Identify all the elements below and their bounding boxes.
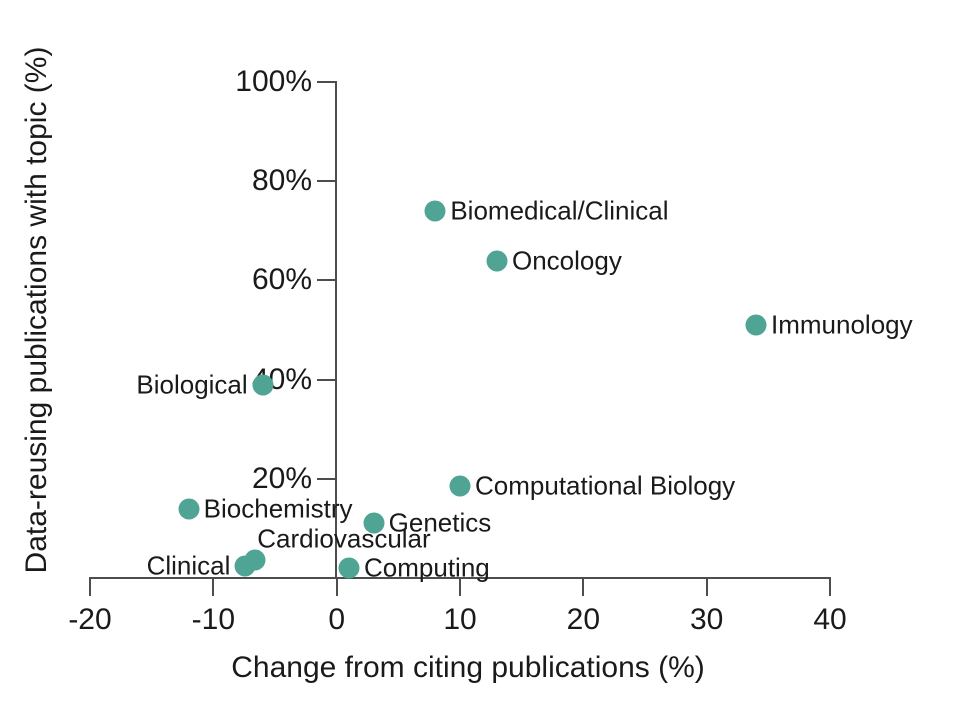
data-point-computational-biology — [449, 475, 471, 497]
point-label-computational-biology: Computational Biology — [475, 470, 736, 501]
y-axis-title: Data-reusing publications with topic (%) — [20, 46, 53, 574]
y-tick — [317, 378, 336, 381]
data-point-computing — [338, 557, 360, 579]
x-tick-label: 40 — [813, 603, 847, 636]
point-label-biological: Biological — [136, 368, 248, 399]
point-label-cardiovascular: Cardiovascular — [257, 523, 431, 554]
x-tick — [212, 578, 215, 596]
y-tick-label: 20% — [251, 461, 312, 495]
y-tick-label: 100% — [235, 65, 312, 98]
y-axis-line — [335, 81, 337, 579]
y-tick-label: 80% — [251, 164, 312, 198]
y-tick — [317, 279, 336, 282]
x-axis-title: Change from citing publications (%) — [231, 651, 705, 684]
y-tick — [317, 477, 336, 480]
x-tick — [829, 578, 831, 596]
y-tick — [317, 180, 336, 183]
x-tick — [582, 578, 585, 596]
x-tick — [459, 578, 461, 596]
y-tick-label: 60% — [251, 263, 312, 297]
data-point-biological — [252, 374, 274, 396]
point-label-immunology: Immunology — [771, 309, 913, 340]
y-tick — [317, 81, 336, 83]
point-label-biochemistry: Biochemistry — [203, 492, 353, 523]
x-tick — [89, 578, 91, 596]
x-tick-label: 30 — [689, 603, 724, 636]
data-point-genetics — [363, 512, 385, 534]
point-label-biomedical-clinical: Biomedical/Clinical — [450, 195, 669, 226]
x-tick-label: 10 — [443, 603, 477, 636]
x-tick-label: -10 — [191, 603, 236, 636]
point-label-clinical: Clinical — [146, 549, 231, 580]
x-tick-label: 0 — [328, 603, 345, 636]
data-point-clinical — [234, 555, 256, 577]
data-point-biochemistry — [178, 498, 200, 520]
x-tick-label: 20 — [566, 603, 601, 636]
point-label-oncology: Oncology — [512, 244, 622, 275]
data-point-oncology — [486, 250, 508, 272]
x-tick-label: -20 — [68, 603, 112, 636]
data-point-immunology — [745, 314, 767, 336]
x-tick — [705, 578, 708, 596]
point-label-genetics: Genetics — [388, 507, 492, 538]
data-point-biomedical-clinical — [424, 200, 446, 222]
x-tick — [335, 578, 338, 596]
point-label-computing: Computing — [364, 552, 490, 583]
